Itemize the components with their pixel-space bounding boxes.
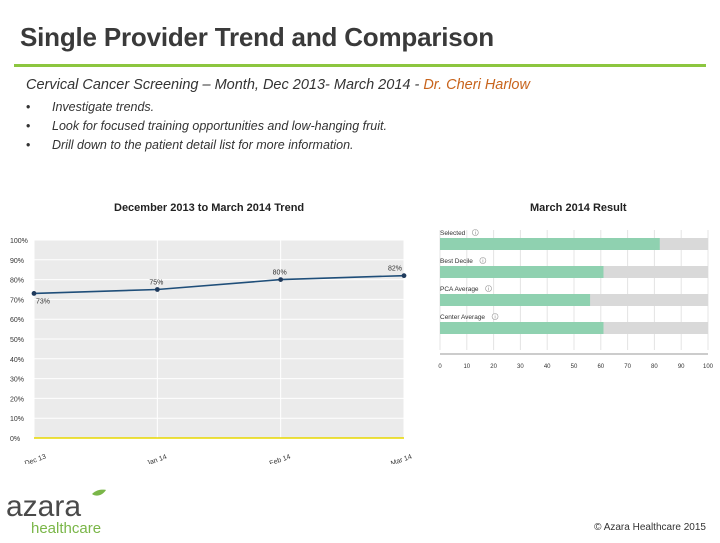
subtitle-provider: Dr. Cheri Harlow bbox=[423, 77, 530, 93]
logo-subtext: healthcare bbox=[31, 520, 101, 537]
x-tick-label: 0 bbox=[438, 364, 442, 370]
y-tick-label: 60% bbox=[10, 317, 24, 324]
info-icon bbox=[471, 229, 479, 236]
bullet-item: Drill down to the patient detail list fo… bbox=[26, 136, 387, 155]
y-tick-label: 70% bbox=[10, 297, 24, 304]
result-chart: 0 10 20 30 40 50 60 70 80 90 100 Selected i Best Deci… bbox=[438, 229, 714, 370]
trend-point bbox=[31, 291, 37, 296]
x-tick-label: 60 bbox=[597, 364, 604, 370]
bar-fill bbox=[440, 238, 660, 250]
y-tick-label: 30% bbox=[10, 377, 24, 384]
y-tick-label: 50% bbox=[10, 337, 24, 344]
info-icon bbox=[479, 257, 487, 264]
bar-fill bbox=[440, 322, 604, 334]
bar-fill bbox=[440, 294, 591, 306]
point-label: 73% bbox=[36, 298, 50, 305]
result-chart-title: March 2014 Result bbox=[530, 202, 627, 214]
trend-point bbox=[278, 277, 284, 282]
info-icon-glyph: i bbox=[495, 314, 496, 320]
info-icon-glyph: i bbox=[482, 258, 483, 264]
trend-point bbox=[154, 287, 160, 292]
bar-category-label: Selected bbox=[440, 230, 466, 237]
azara-logo: azara healthcare bbox=[6, 488, 146, 543]
y-tick-label: 10% bbox=[10, 416, 24, 423]
x-tick-label: 80 bbox=[651, 364, 658, 370]
x-tick-label: 70 bbox=[624, 364, 631, 370]
x-tick-label: 50 bbox=[571, 364, 578, 370]
x-tick-label: 30 bbox=[517, 364, 524, 370]
bar-category-label: Best Decile bbox=[440, 258, 473, 265]
info-icon-glyph: i bbox=[475, 230, 476, 236]
x-tick-label: 100 bbox=[703, 364, 714, 370]
logo-leaf-icon bbox=[92, 489, 106, 496]
bar-fill bbox=[440, 266, 604, 278]
x-tick-label: 40 bbox=[544, 364, 551, 370]
y-tick-label: 0% bbox=[10, 436, 20, 443]
title-divider bbox=[14, 64, 706, 67]
bar-category-label: PCA Average bbox=[440, 286, 479, 293]
x-tick-label: 90 bbox=[678, 364, 685, 370]
point-label: 82% bbox=[388, 266, 402, 273]
x-tick-label: Dec 13 bbox=[24, 453, 47, 464]
copyright-footer: © Azara Healthcare 2015 bbox=[594, 522, 706, 533]
y-tick-label: 40% bbox=[10, 357, 24, 364]
y-tick-label: 100% bbox=[10, 238, 28, 245]
y-tick-label: 80% bbox=[10, 278, 24, 285]
x-tick-label: 10 bbox=[463, 364, 470, 370]
trend-series-line bbox=[33, 274, 405, 295]
bullet-item: Look for focused training opportunities … bbox=[26, 117, 387, 136]
y-tick-label: 90% bbox=[10, 258, 24, 265]
logo-wordmark: azara bbox=[6, 490, 81, 523]
bullet-item: Investigate trends. bbox=[26, 98, 387, 117]
bullet-list: Investigate trends. Look for focused tra… bbox=[26, 98, 387, 155]
trend-chart-title: December 2013 to March 2014 Trend bbox=[114, 202, 305, 214]
bar-category-label: Center Average bbox=[440, 314, 485, 321]
subtitle-measure: Cervical Cancer Screening – Month, Dec 2… bbox=[26, 77, 424, 93]
slide-subtitle: Cervical Cancer Screening – Month, Dec 2… bbox=[26, 77, 530, 93]
trend-chart: 0% 10% 20% 30% 40% 50% 60% 70% 80% 90% 100% 73% 75% 8… bbox=[10, 238, 413, 464]
point-label: 80% bbox=[273, 270, 287, 277]
x-tick-label: Mar 14 bbox=[390, 454, 413, 464]
trend-point bbox=[401, 273, 407, 279]
x-tick-label: Feb 14 bbox=[269, 454, 292, 464]
x-tick-label: Jan 14 bbox=[146, 454, 168, 464]
y-tick-label: 20% bbox=[10, 396, 24, 403]
info-icon bbox=[485, 285, 492, 292]
point-label: 75% bbox=[149, 280, 163, 287]
info-icon bbox=[491, 313, 499, 320]
info-icon-glyph: i bbox=[488, 286, 489, 292]
slide-title: Single Provider Trend and Comparison bbox=[20, 22, 494, 52]
x-tick-label: 20 bbox=[490, 364, 497, 370]
